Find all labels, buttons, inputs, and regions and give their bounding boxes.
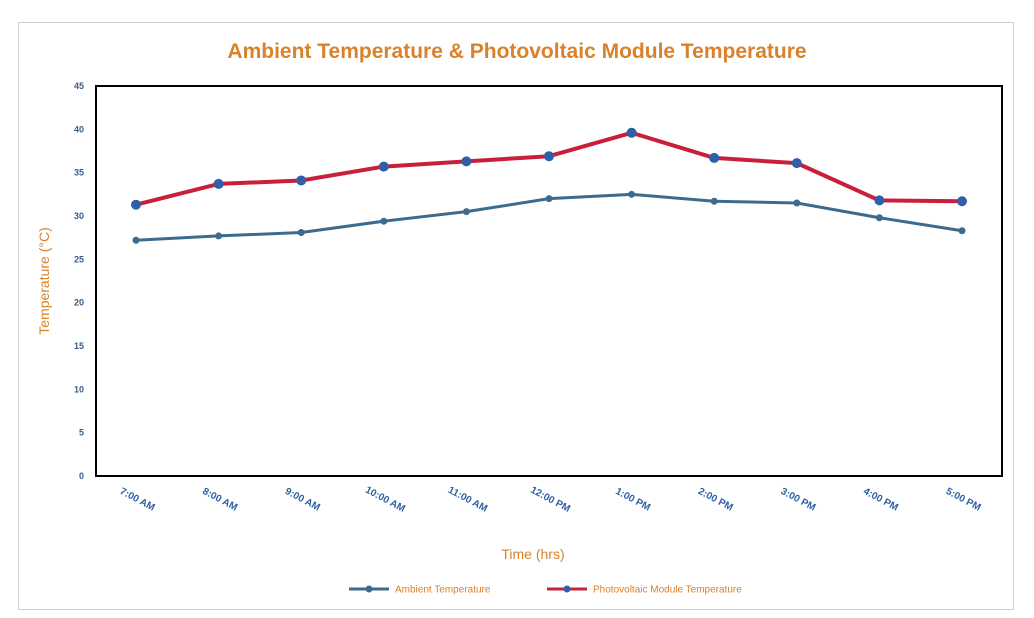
x-tick-label: 9:00 AM xyxy=(283,486,322,514)
x-tick-label: 7:00 AM xyxy=(118,486,157,514)
y-tick-label: 25 xyxy=(74,254,84,264)
x-tick-label: 1:00 PM xyxy=(614,486,653,513)
data-point-module xyxy=(131,199,141,210)
data-point-module xyxy=(461,156,472,167)
plot-area xyxy=(95,85,1003,477)
x-tick-label: 8:00 AM xyxy=(200,486,239,514)
x-tick-label: 3:00 PM xyxy=(779,486,818,513)
data-point-ambient xyxy=(958,227,966,235)
data-point-ambient xyxy=(875,214,883,222)
data-point-module xyxy=(709,152,720,163)
data-point-ambient xyxy=(297,228,305,236)
data-point-ambient xyxy=(380,217,388,225)
y-tick-label: 30 xyxy=(74,211,84,221)
x-tick-label: 12:00 PM xyxy=(528,485,571,515)
legend-label-module: Photovoltaic Module Temperature xyxy=(593,585,742,596)
x-tick-label: 4:00 PM xyxy=(861,486,900,513)
data-point-ambient xyxy=(132,236,140,244)
y-tick-label: 20 xyxy=(74,298,84,308)
x-axis-ticks: 7:00 AM 8:00 AM 9:00 AM 10:00 AM 11:00 AM 12:… xyxy=(118,485,983,515)
data-point-ambient xyxy=(628,190,636,198)
data-point-ambient xyxy=(462,208,470,216)
x-axis-title: Time (hrs) xyxy=(501,546,564,562)
data-point-module xyxy=(296,175,307,186)
data-point-ambient xyxy=(793,199,801,207)
data-point-module xyxy=(957,196,967,207)
data-point-module xyxy=(626,127,637,138)
y-tick-label: 40 xyxy=(74,124,84,134)
y-tick-label: 15 xyxy=(74,341,84,351)
x-tick-label: 11:00 AM xyxy=(446,485,489,515)
data-point-module xyxy=(791,158,802,169)
y-tick-label: 45 xyxy=(74,81,84,91)
data-point-module xyxy=(544,151,554,162)
y-tick-label: 35 xyxy=(74,168,84,178)
data-point-ambient xyxy=(710,197,718,205)
x-tick-label: 10:00 AM xyxy=(363,485,407,515)
x-tick-label: 2:00 PM xyxy=(696,486,735,513)
data-point-module xyxy=(378,161,389,172)
legend: Ambient Temperature Photovoltaic Module T… xyxy=(349,585,742,596)
y-axis-ticks: 0 5 10 15 20 25 30 35 40 45 xyxy=(74,81,84,481)
chart-title: Ambient Temperature & Photovoltaic Modul… xyxy=(227,40,806,63)
y-tick-label: 5 xyxy=(79,428,84,438)
data-point-ambient xyxy=(545,195,553,203)
legend-label-ambient: Ambient Temperature xyxy=(395,585,491,596)
data-point-module xyxy=(874,195,885,206)
y-axis-title: Temperature (°C) xyxy=(36,227,52,335)
data-point-ambient xyxy=(215,232,223,240)
legend-marker-ambient xyxy=(365,585,373,593)
y-tick-label: 0 xyxy=(79,471,84,481)
line-chart: Ambient Temperature & Photovoltaic Modul… xyxy=(36,40,1003,596)
legend-marker-module xyxy=(563,585,571,593)
x-tick-label: 5:00 PM xyxy=(944,486,983,513)
data-point-module xyxy=(213,178,224,189)
series-group xyxy=(131,127,967,244)
chart-frame: Ambient Temperature & Photovoltaic Modul… xyxy=(18,22,1014,610)
y-tick-label: 10 xyxy=(74,384,84,394)
